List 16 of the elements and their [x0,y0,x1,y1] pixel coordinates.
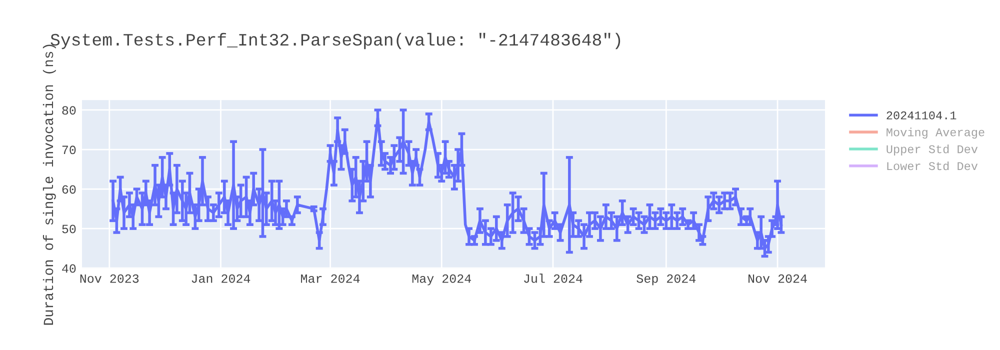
legend-label: Lower Std Dev [887,161,978,170]
x-tick-label: Mar 2024 [301,274,360,283]
legend-label: 20241104.1 [886,111,956,120]
y-tick-label: 40 [62,264,76,273]
y-tick-label: 50 [62,224,76,234]
x-tick-label: Jul 2024 [524,274,582,283]
y-tick-label: 70 [62,146,76,154]
x-tick-label: Jan 2024 [192,274,250,283]
x-tick-label: Sep 2024 [636,274,696,286]
x-tick-label: Nov 2023 [80,274,139,283]
x-tick-label: Nov 2024 [748,274,807,283]
x-tick-label: May 2024 [412,274,471,286]
y-tick-label: 60 [62,185,76,194]
legend-label: Moving Average [886,128,984,139]
legend-label: Upper Std Dev [886,144,978,156]
y-tick-label: 80 [62,106,76,115]
